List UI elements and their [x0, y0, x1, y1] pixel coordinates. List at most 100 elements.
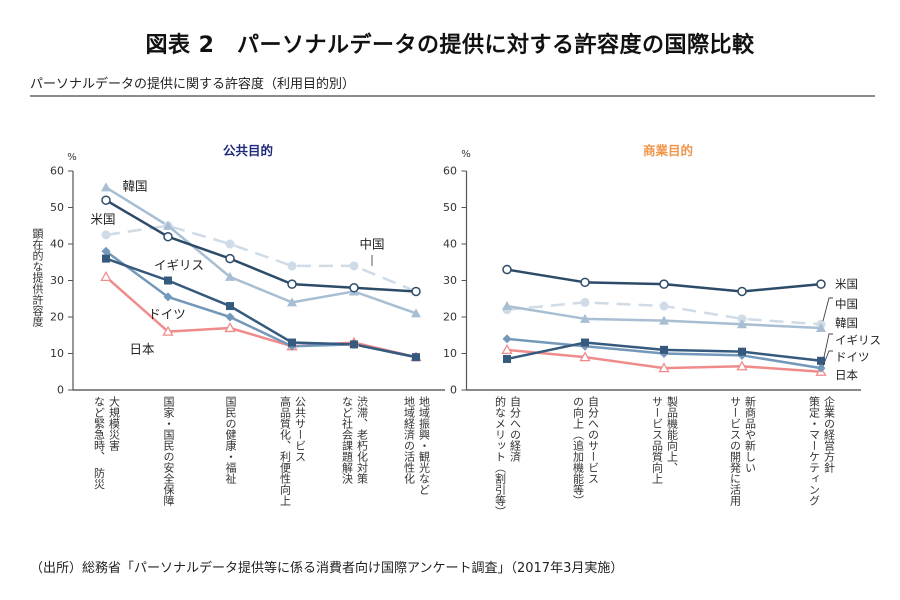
data-point-diamond [502, 334, 512, 344]
data-point-open-triangle [658, 362, 670, 373]
x-category-label-line: 的なメリット（割引等） [493, 396, 507, 517]
data-point-triangle [816, 322, 826, 332]
data-point-open-circle [101, 195, 111, 205]
x-category-label: 地域振興・観光など 地域経済の活性化 [402, 396, 432, 495]
x-category-label-line: 国民の健康・福祉 [224, 396, 237, 484]
series-label-leader-line [822, 350, 833, 367]
data-point-circle [101, 230, 111, 240]
x-category-label-line: 国家・国民の安全保障 [162, 396, 175, 506]
data-point-open-triangle [224, 322, 236, 333]
data-point-triangle [737, 319, 747, 329]
x-category-label-line: 公共サービス [293, 396, 307, 462]
series-label: イギリス [835, 333, 881, 347]
series-line [105, 275, 417, 359]
data-point-square [350, 340, 358, 349]
data-point-circle [349, 261, 359, 271]
y-tick-label: 50 [50, 201, 64, 214]
y-axis-title: 顕在的な提供許容度 [31, 228, 44, 327]
data-point-triangle [287, 297, 297, 307]
y-tick-label: 60 [443, 165, 457, 178]
data-point-square [412, 353, 420, 362]
x-category-label-line: 企業の経営方針 [822, 396, 836, 473]
x-category-label-line: 策定・マーケティング [807, 396, 821, 506]
data-point-open-circle [349, 283, 359, 293]
y-tick-label: 20 [50, 311, 64, 324]
data-point-open-circle [502, 264, 512, 275]
x-category-label-line: の向上（追加機能等） [571, 396, 585, 506]
data-point-open-circle [411, 286, 421, 297]
x-category-label: 自分へのサービス の向上（追加機能等） [571, 396, 601, 506]
figure-subtitle: パーソナルデータの提供に関する許容度（利用目的別） [30, 77, 356, 92]
data-point-square [817, 356, 825, 365]
series-label: ドイツ [148, 307, 186, 322]
x-category-label-line: 製品機能向上、 [665, 396, 679, 473]
source-note: （出所）総務省「パーソナルデータ提供等に係る消費者向け国際アンケート調査」（20… [30, 561, 624, 576]
data-point-open-triangle [736, 360, 748, 371]
x-category-label: 渋滞、老朽化対策 など社会課題解決 [340, 396, 370, 484]
y-tick-label: 50 [443, 201, 457, 214]
data-point-open-circle [163, 231, 173, 242]
y-tick-label: 40 [50, 238, 64, 251]
data-points-layer [100, 182, 827, 376]
data-point-square [164, 276, 172, 285]
series-label: 中国 [359, 237, 384, 252]
y-tick-label: 0 [450, 384, 457, 397]
x-category-label: 企業の経営方針 策定・マーケティング [807, 396, 837, 506]
data-point-triangle [101, 182, 111, 192]
x-category-label-line: 自分へのサービス [586, 396, 600, 484]
x-category-label-line: 大規模災害 [107, 396, 121, 451]
series-line [105, 257, 417, 359]
data-point-square [102, 254, 110, 263]
y-tick-label: 0 [57, 384, 64, 397]
data-point-open-triangle [162, 325, 174, 336]
series-label: 韓国 [122, 179, 147, 194]
data-point-circle [580, 297, 590, 307]
data-point-diamond [163, 292, 173, 302]
data-point-triangle [502, 301, 512, 311]
series-label: 日本 [835, 368, 858, 382]
data-point-triangle [225, 271, 235, 281]
data-point-square [738, 347, 746, 356]
series-label: 韓国 [835, 316, 858, 330]
panel-title-commercial: 商業目的 [642, 143, 694, 158]
data-point-open-triangle [501, 344, 513, 355]
y-unit-label: % [67, 152, 77, 163]
data-point-diamond [225, 312, 235, 322]
header-divider [30, 95, 875, 97]
x-category-label: 国家・国民の安全保障 [161, 396, 176, 506]
data-point-square [660, 345, 668, 354]
x-category-label: 製品機能向上、 サービス品質向上 [650, 396, 680, 484]
x-category-label: 国民の健康・福祉 [223, 396, 238, 484]
panel-title-public: 公共目的 [222, 143, 274, 158]
x-category-label-line: 地域振興・観光など [417, 396, 431, 495]
x-category-label-line: など緊急時、 防災 [92, 396, 106, 490]
data-point-open-circle [580, 277, 590, 288]
y-tick-label: 10 [443, 347, 457, 360]
x-category-label-line: サービスの開発に活用 [728, 396, 742, 506]
series-line [105, 224, 417, 293]
series-line [105, 199, 417, 293]
y-tick-label: 20 [443, 311, 457, 324]
data-point-circle [737, 314, 747, 324]
data-point-triangle [580, 313, 590, 323]
x-category-label-line: サービス品質向上 [650, 396, 664, 484]
data-point-open-triangle [579, 351, 591, 362]
data-point-triangle [411, 308, 421, 318]
series-label-leader-line [823, 333, 833, 358]
x-category-label-line: 渋滞、老朽化対策 [355, 396, 369, 484]
x-category-label-line: 新商品や新しい [743, 396, 757, 473]
series-label: 日本 [129, 342, 155, 357]
series-lines-layer [105, 186, 822, 373]
x-category-label-line: 自分への経済 [508, 396, 522, 462]
data-point-triangle [659, 315, 669, 325]
data-point-open-circle [659, 279, 669, 289]
x-category-label: 新商品や新しい サービスの開発に活用 [728, 396, 758, 506]
series-label: 中国 [835, 297, 858, 311]
x-category-label: 公共サービス 高品質化、利便性向上 [278, 396, 308, 506]
y-tick-label: 30 [50, 274, 64, 287]
series-label-leader-line [822, 297, 833, 322]
data-point-open-circle [225, 253, 235, 264]
y-tick-label: 30 [443, 274, 457, 287]
